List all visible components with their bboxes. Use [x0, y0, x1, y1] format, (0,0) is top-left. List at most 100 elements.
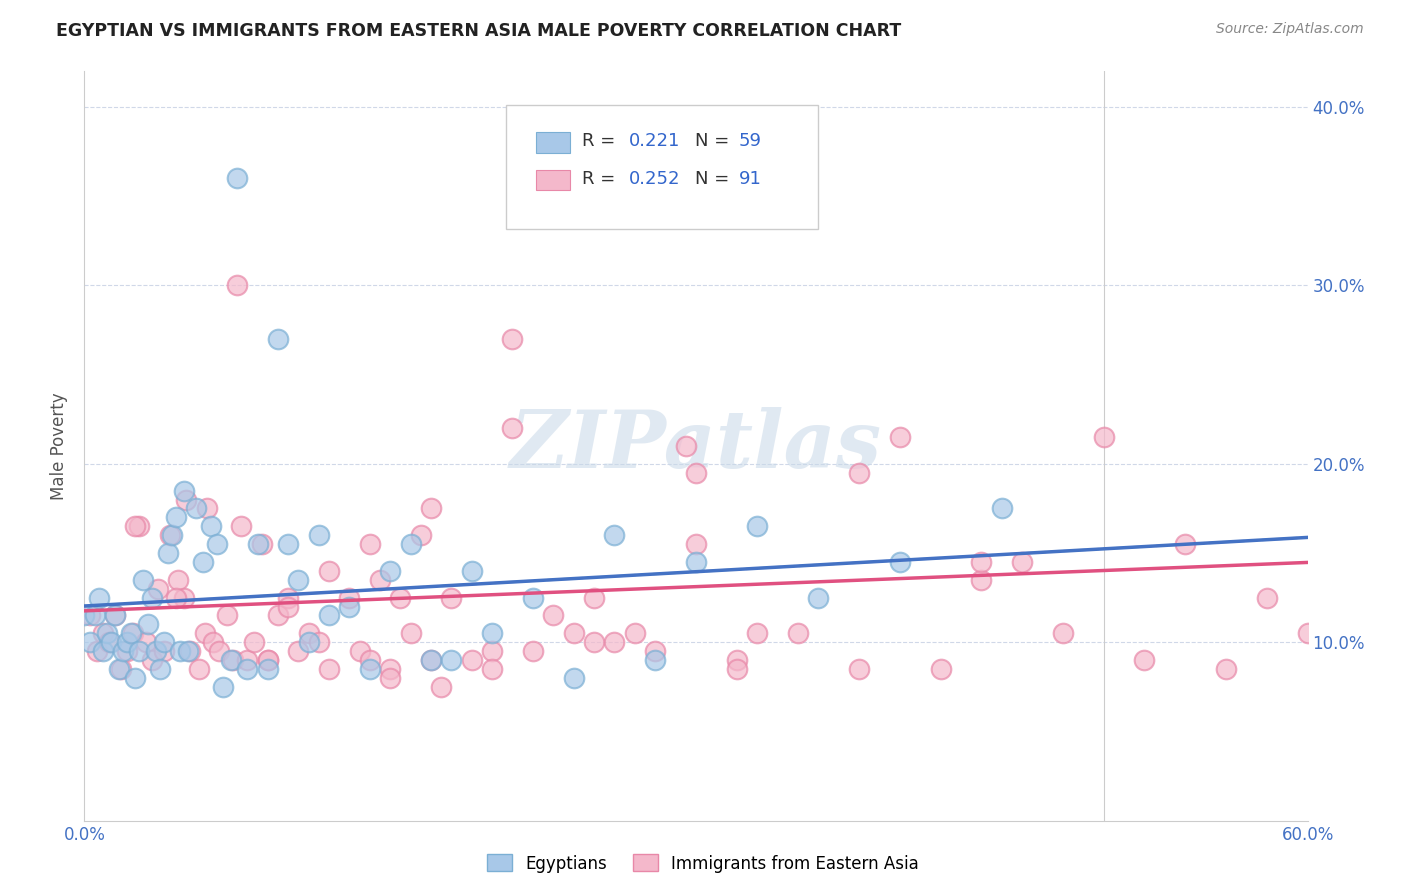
Point [277, 599, 299, 614]
Point [242, 635, 264, 649]
Point [481, 626, 503, 640]
Point [83, 608, 105, 623]
Point [153, 635, 176, 649]
Point [481, 644, 503, 658]
Point [128, 644, 150, 658]
Point [389, 591, 412, 605]
Point [1296, 626, 1319, 640]
Point [219, 653, 242, 667]
Point [583, 635, 606, 649]
Point [889, 430, 911, 444]
Point [318, 608, 340, 623]
Point [725, 662, 748, 676]
Point [287, 644, 309, 658]
Point [167, 573, 190, 587]
Point [104, 608, 127, 623]
Point [644, 653, 666, 667]
Point [169, 644, 191, 658]
Point [267, 332, 290, 346]
Point [889, 555, 911, 569]
Point [173, 483, 195, 498]
Point [359, 662, 381, 676]
Text: 59: 59 [738, 132, 762, 150]
Point [1133, 653, 1156, 667]
Text: ZIPatlas: ZIPatlas [510, 408, 882, 484]
Point [725, 653, 748, 667]
Point [1215, 662, 1237, 676]
Point [186, 501, 208, 516]
Point [91, 626, 114, 640]
Bar [536, 169, 569, 191]
Point [380, 671, 402, 685]
Point [787, 626, 810, 640]
Point [420, 653, 443, 667]
Point [122, 626, 145, 640]
Point [318, 662, 340, 676]
Point [430, 680, 453, 694]
Point [583, 591, 606, 605]
Point [149, 662, 172, 676]
Point [135, 635, 157, 649]
Point [194, 626, 217, 640]
Point [368, 573, 391, 587]
Point [562, 671, 585, 685]
Point [461, 564, 484, 578]
Text: EGYPTIAN VS IMMIGRANTS FROM EASTERN ASIA MALE POVERTY CORRELATION CHART: EGYPTIAN VS IMMIGRANTS FROM EASTERN ASIA… [56, 22, 901, 40]
Point [991, 501, 1014, 516]
Point [848, 466, 870, 480]
Point [231, 519, 253, 533]
Bar [536, 132, 569, 153]
Point [146, 582, 169, 596]
Point [675, 439, 697, 453]
Text: 0.252: 0.252 [628, 169, 681, 187]
Point [603, 635, 626, 649]
Point [124, 519, 146, 533]
Y-axis label: Male Poverty: Male Poverty [51, 392, 69, 500]
Text: N =: N = [695, 169, 735, 187]
Point [277, 537, 299, 551]
Point [236, 662, 259, 676]
Legend: Egyptians, Immigrants from Eastern Asia: Egyptians, Immigrants from Eastern Asia [481, 847, 925, 880]
Point [205, 537, 228, 551]
Point [200, 519, 222, 533]
Point [87, 591, 110, 605]
Point [399, 626, 422, 640]
Point [420, 653, 443, 667]
Point [128, 519, 150, 533]
Point [165, 510, 187, 524]
Point [145, 644, 167, 658]
Text: R =: R = [582, 169, 621, 187]
Point [153, 644, 176, 658]
Point [339, 599, 361, 614]
Point [747, 626, 769, 640]
Point [257, 662, 280, 676]
Point [685, 555, 707, 569]
Point [624, 626, 647, 640]
Point [79, 608, 101, 623]
Point [1052, 626, 1074, 640]
Point [318, 564, 340, 578]
Point [308, 528, 330, 542]
Point [380, 564, 402, 578]
Point [208, 644, 231, 658]
Point [100, 635, 122, 649]
Point [136, 617, 159, 632]
Point [226, 278, 249, 293]
Point [1092, 430, 1115, 444]
Text: 91: 91 [738, 169, 762, 187]
Point [195, 501, 218, 516]
Point [277, 591, 299, 605]
Point [115, 635, 138, 649]
Point [359, 653, 381, 667]
Point [420, 501, 443, 516]
Point [191, 555, 214, 569]
Point [159, 528, 181, 542]
Point [685, 466, 707, 480]
Point [91, 644, 114, 658]
Point [970, 573, 993, 587]
Point [96, 626, 118, 640]
Point [141, 591, 163, 605]
Point [409, 528, 432, 542]
Point [226, 171, 249, 186]
Point [481, 662, 503, 676]
